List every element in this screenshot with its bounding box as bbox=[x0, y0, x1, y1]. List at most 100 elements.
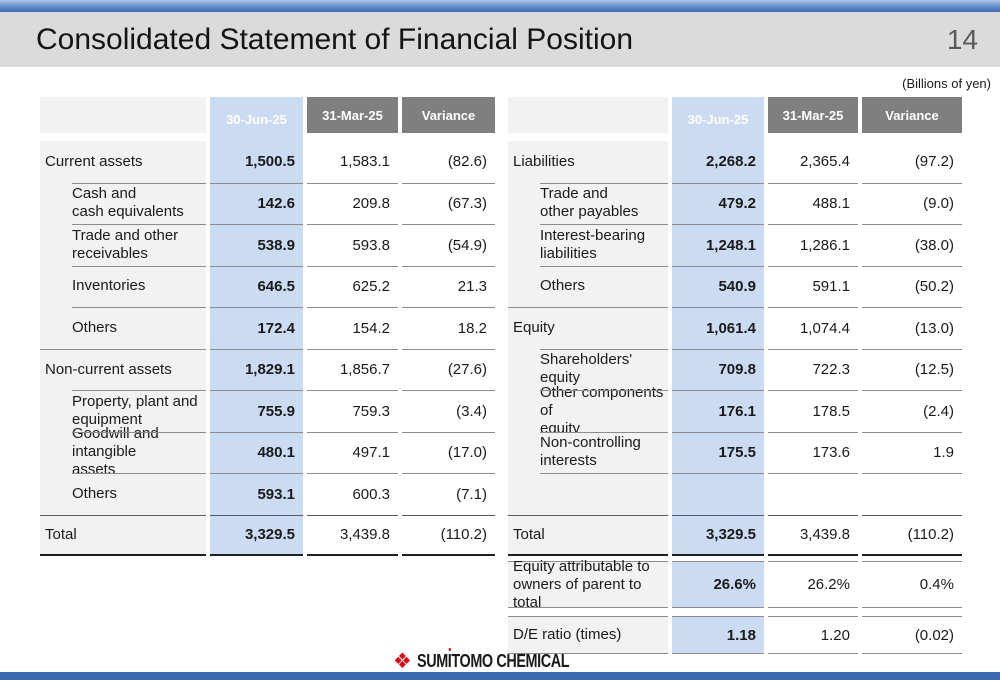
cell-value: 154.2 bbox=[352, 319, 390, 337]
cell-value: 2,268.2 bbox=[705, 153, 756, 171]
footer-logo: ❖ SUMITOMO CHEMICAL bbox=[393, 651, 607, 672]
cell-value: (13.0) bbox=[914, 319, 954, 337]
column-header: 31-Mar-25 bbox=[307, 97, 398, 133]
value-cell: (110.2) bbox=[862, 514, 962, 556]
value-cell bbox=[672, 473, 764, 515]
cell-value: 540.9 bbox=[718, 278, 756, 296]
cell-value: 3,439.8 bbox=[339, 526, 390, 544]
cell-value: 176.1 bbox=[718, 402, 756, 420]
table-row: Goodwill and intangible assets 480.1 497.1… bbox=[40, 425, 495, 478]
cell-value: 1,286.1 bbox=[799, 236, 850, 254]
row-label-cell: Non-controlling interests bbox=[508, 431, 668, 473]
liabilities-equity-table: 30-Jun-25 31-Mar-25 Variance Liabilities 2,2… bbox=[508, 97, 962, 654]
cell-value: 709.8 bbox=[718, 361, 756, 379]
column-header-label: Variance bbox=[421, 107, 476, 123]
value-cell: 1.18 bbox=[672, 616, 764, 654]
value-cell: 488.1 bbox=[768, 182, 858, 225]
cell-value: 625.2 bbox=[352, 278, 390, 296]
row-label: Liabilities bbox=[513, 152, 575, 170]
cell-value: 3,329.5 bbox=[705, 526, 756, 544]
cell-value: 593.1 bbox=[257, 485, 295, 503]
value-cell: (38.0) bbox=[862, 224, 962, 266]
row-label: D/E ratio (times) bbox=[513, 626, 622, 643]
row-label: Property, plant and equipment bbox=[72, 392, 198, 428]
value-cell: 1.20 bbox=[768, 616, 858, 654]
value-cell: (110.2) bbox=[402, 514, 495, 556]
ratio-row: Equity attributable to owners of parent … bbox=[508, 558, 962, 611]
value-cell: (12.5) bbox=[862, 348, 962, 391]
row-label: Others bbox=[72, 484, 118, 502]
cell-value: 1,061.4 bbox=[705, 319, 756, 337]
row-label: Others bbox=[72, 318, 118, 336]
cell-value: 488.1 bbox=[812, 195, 850, 213]
bottom-accent-bar bbox=[0, 672, 1000, 680]
value-cell: 18.2 bbox=[402, 307, 495, 349]
row-label: Non-current assets bbox=[45, 360, 172, 378]
row-label: Shareholders' equity bbox=[540, 351, 633, 387]
row-label-cell: Other components of equity bbox=[508, 384, 668, 437]
value-cell: (82.6) bbox=[402, 141, 495, 183]
cell-value: 538.9 bbox=[257, 236, 295, 254]
value-cell: 1,583.1 bbox=[307, 141, 398, 183]
column-header-blank bbox=[508, 97, 668, 133]
cell-value: 722.3 bbox=[812, 361, 850, 379]
value-cell: 175.5 bbox=[672, 431, 764, 473]
value-cell: 176.1 bbox=[672, 390, 764, 432]
table-row bbox=[508, 473, 962, 515]
cell-value: 1,248.1 bbox=[705, 236, 756, 254]
column-header-blank bbox=[40, 97, 206, 133]
cell-value: (54.9) bbox=[447, 236, 487, 254]
cell-value: 2,365.4 bbox=[799, 153, 850, 171]
cell-value: (2.4) bbox=[923, 402, 954, 420]
column-header: 31-Mar-25 bbox=[768, 97, 858, 133]
table-row: Non-controlling interests 175.5 173.6 1.9 bbox=[508, 431, 962, 473]
column-header: Variance bbox=[862, 97, 962, 133]
column-header-label: 30-Jun-25 bbox=[687, 111, 749, 127]
row-label: Equity attributable to owners of parent … bbox=[513, 557, 650, 611]
value-cell: 709.8 bbox=[672, 348, 764, 390]
cell-value: 1,583.1 bbox=[339, 153, 390, 171]
cell-value: 479.2 bbox=[718, 195, 756, 213]
table-header-row: 30-Jun-25 31-Mar-25 Variance bbox=[508, 97, 962, 141]
row-label-cell: Property, plant and equipment bbox=[40, 390, 206, 432]
value-cell: 497.1 bbox=[307, 431, 398, 474]
cell-value: (97.2) bbox=[914, 153, 954, 171]
table-row: Shareholders' equity 709.8 722.3 (12.5) bbox=[508, 348, 962, 391]
value-cell: 3,439.8 bbox=[307, 514, 398, 556]
cell-value: 755.9 bbox=[257, 402, 295, 420]
title-band: Consolidated Statement of Financial Posi… bbox=[0, 12, 1000, 67]
row-label-cell: Total bbox=[40, 514, 206, 556]
row-label: Cash and cash equivalents bbox=[72, 185, 184, 221]
table-row: Liabilities 2,268.2 2,365.4 (97.2) bbox=[508, 141, 962, 183]
row-label-cell: Trade and other payables bbox=[508, 182, 668, 224]
cell-value: (110.2) bbox=[907, 526, 954, 544]
value-cell: 3,439.8 bbox=[768, 514, 858, 556]
value-cell: 2,365.4 bbox=[768, 141, 858, 183]
row-label: Goodwill and intangible assets bbox=[72, 425, 159, 479]
value-cell: (3.4) bbox=[402, 390, 495, 432]
value-cell: (67.3) bbox=[402, 182, 495, 225]
value-cell: 26.6% bbox=[672, 561, 764, 608]
row-label-cell: Others bbox=[40, 473, 206, 515]
table-body: Current assets 1,500.5 1,583.1 (82.6) Cash a… bbox=[40, 141, 495, 556]
row-label-cell: Liabilities bbox=[508, 141, 668, 183]
cell-value: 142.6 bbox=[257, 195, 295, 213]
row-label: Trade and other receivables bbox=[72, 226, 179, 262]
row-label: Inventories bbox=[72, 277, 146, 295]
value-cell: (0.02) bbox=[862, 616, 962, 654]
row-label: Total bbox=[513, 525, 545, 543]
cell-value: (110.2) bbox=[440, 526, 487, 544]
table-row: Property, plant and equipment 755.9 759.3 (… bbox=[40, 390, 495, 432]
value-cell: 1,061.4 bbox=[672, 307, 764, 349]
company-wordmark: SUMITOMO CHEMICAL bbox=[417, 651, 570, 672]
value-cell bbox=[862, 473, 962, 515]
cell-value: (82.6) bbox=[447, 153, 487, 171]
value-cell: 3,329.5 bbox=[672, 514, 764, 556]
row-label: Equity bbox=[513, 319, 555, 337]
value-cell: (27.6) bbox=[402, 348, 495, 391]
column-header: Variance bbox=[402, 97, 495, 133]
cell-value: 1,500.5 bbox=[244, 153, 295, 171]
row-label-cell: Trade and other receivables bbox=[40, 224, 206, 266]
value-cell: 209.8 bbox=[307, 182, 398, 225]
cell-value: 175.5 bbox=[718, 444, 756, 462]
